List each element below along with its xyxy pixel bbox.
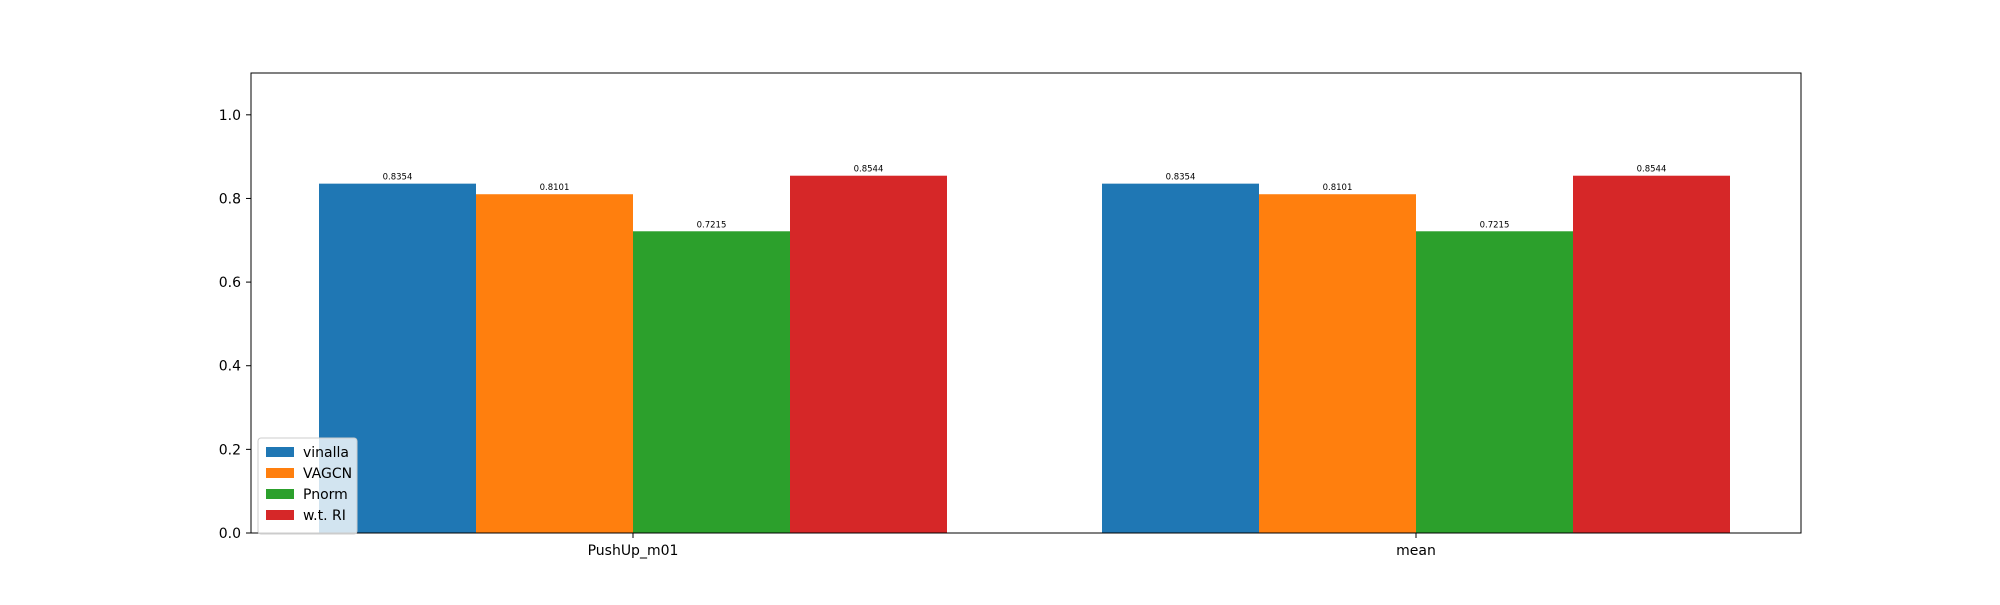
y-tick-label: 0.8 <box>219 191 241 207</box>
x-tick-label: PushUp_m01 <box>588 543 679 559</box>
value-label: 0.8101 <box>540 183 570 193</box>
value-label: 0.7215 <box>697 220 727 230</box>
bar-w-t-ri-0 <box>790 175 947 534</box>
bars-layer <box>319 175 1730 534</box>
bar-vagcn-1 <box>1259 194 1416 534</box>
legend-label: w.t. RI <box>303 508 346 524</box>
plot-area-frame <box>250 72 1802 534</box>
y-tick-label: 0.2 <box>219 442 241 458</box>
legend-swatch <box>266 489 294 499</box>
legend-label: vinalla <box>303 445 349 461</box>
value-label: 0.7215 <box>1480 220 1510 230</box>
bar-w-t-ri-1 <box>1573 175 1730 534</box>
value-label: 0.8544 <box>854 165 884 175</box>
bar-vinalla-1 <box>1102 183 1259 533</box>
legend-label: Pnorm <box>303 487 348 503</box>
y-tick-label: 0.4 <box>219 359 241 375</box>
value-label: 0.8354 <box>383 173 413 183</box>
value-labels-layer: 0.8354 0.8101 0.7215 0.8544 0.8354 0.8101 0.72… <box>383 165 1667 231</box>
value-label: 0.8544 <box>1637 165 1667 175</box>
bar-vagcn-0 <box>476 194 633 534</box>
legend-swatch <box>266 510 294 520</box>
bar-pnorm-0 <box>633 231 790 534</box>
value-label: 0.8354 <box>1166 173 1196 183</box>
x-tick-label: mean <box>1396 543 1436 559</box>
y-tick-label: 1.0 <box>219 108 241 124</box>
y-tick-label: 0.0 <box>219 526 241 542</box>
legend-swatch <box>266 468 294 478</box>
x-axis: PushUp_m01 mean <box>588 533 1436 559</box>
y-tick-label: 0.6 <box>219 275 241 291</box>
value-label: 0.8101 <box>1323 183 1353 193</box>
legend-label: VAGCN <box>303 466 352 482</box>
bar-pnorm-1 <box>1416 231 1573 534</box>
legend: vinalla VAGCN Pnorm w.t. RI <box>257 437 358 535</box>
legend-swatch <box>266 447 294 457</box>
y-axis: 0.0 0.2 0.4 0.6 0.8 1.0 <box>219 108 251 542</box>
